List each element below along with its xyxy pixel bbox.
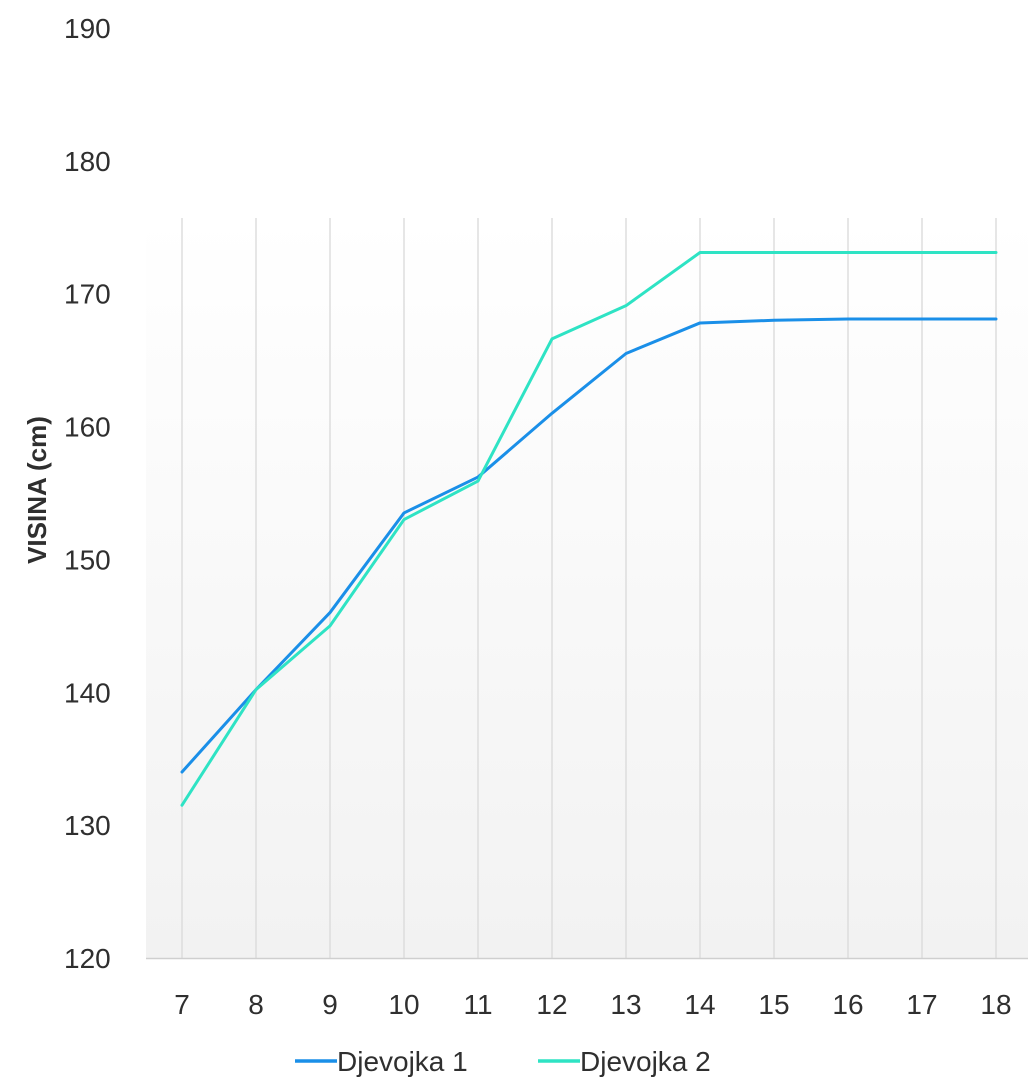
series-line-1 xyxy=(180,317,998,774)
x-tick-label: 8 xyxy=(248,989,264,1020)
y-tick-label: 150 xyxy=(64,544,111,575)
y-axis-title: VISINA (cm) xyxy=(22,416,52,564)
x-tick-label: 12 xyxy=(536,989,567,1020)
x-tick-label: 10 xyxy=(388,989,419,1020)
y-tick-label: 130 xyxy=(64,810,111,841)
legend-label-2: Djevojka 2 xyxy=(580,1046,711,1077)
x-tick-label: 14 xyxy=(684,989,715,1020)
legend-label-1: Djevojka 1 xyxy=(337,1046,468,1077)
y-tick-label: 190 xyxy=(64,13,111,44)
x-tick-label: 11 xyxy=(463,989,492,1020)
y-axis-ticks: 120 130 140 150 160 170 180 190 xyxy=(64,13,111,974)
y-tick-label: 120 xyxy=(64,943,111,974)
x-tick-label: 15 xyxy=(758,989,789,1020)
series-line-2 xyxy=(180,251,998,807)
x-axis-ticks: 7 8 9 10 11 12 13 14 15 16 17 18 xyxy=(174,989,1011,1020)
x-tick-label: 17 xyxy=(906,989,937,1020)
legend: Djevojka 1 Djevojka 2 xyxy=(295,1046,711,1077)
x-tick-label: 13 xyxy=(610,989,641,1020)
y-tick-label: 180 xyxy=(64,146,111,177)
y-tick-label: 140 xyxy=(64,677,111,708)
y-tick-label: 160 xyxy=(64,412,111,443)
x-tick-label: 18 xyxy=(980,989,1011,1020)
x-tick-label: 7 xyxy=(174,989,190,1020)
plot-area-background xyxy=(146,218,1028,959)
series-lines xyxy=(180,251,998,807)
y-tick-label: 170 xyxy=(64,279,111,310)
x-tick-label: 9 xyxy=(322,989,338,1020)
x-tick-label: 16 xyxy=(832,989,863,1020)
